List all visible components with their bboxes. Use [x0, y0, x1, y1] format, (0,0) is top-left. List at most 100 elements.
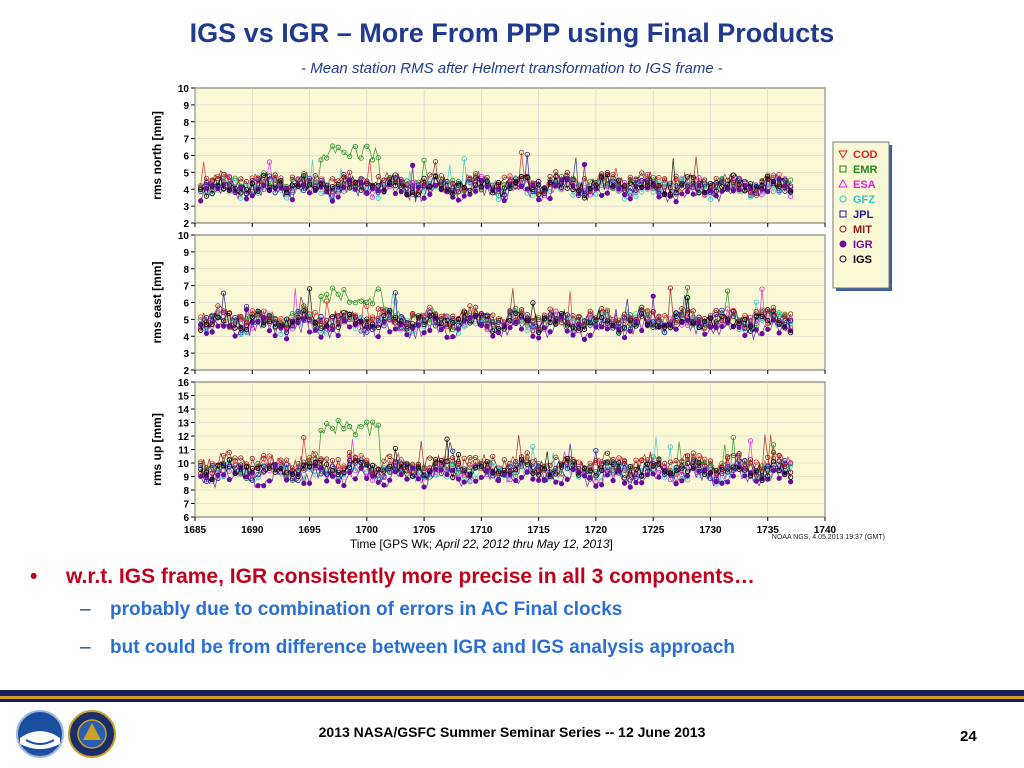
data-point-igr — [621, 334, 628, 341]
data-point-igr — [473, 478, 479, 484]
data-point-mit — [770, 305, 777, 311]
x-axis-label-dates: April 22, 2012 thru May 12, 2013 — [434, 537, 609, 551]
data-point-igs — [610, 183, 616, 189]
noaa-logo-icon — [16, 710, 64, 758]
data-point-igr — [581, 336, 588, 342]
data-point-mit — [284, 457, 290, 463]
data-point-igr — [513, 477, 519, 484]
data-point-gfz — [392, 299, 399, 305]
data-point-igr — [404, 332, 410, 338]
data-point-emr — [289, 310, 295, 317]
data-point-mit — [335, 178, 341, 184]
legend-marker-icon — [839, 165, 847, 173]
legend-label-cod: COD — [853, 149, 878, 161]
data-point-igs — [455, 452, 462, 458]
data-point-igr — [209, 329, 215, 335]
data-point-igs — [507, 318, 513, 324]
data-point-igs — [513, 467, 519, 473]
data-point-cod — [610, 317, 616, 323]
data-point-igs — [432, 313, 439, 319]
data-point-esa — [696, 174, 702, 181]
x-tick-label: 1740 — [814, 525, 837, 536]
data-point-igs — [644, 321, 651, 328]
data-point-igr — [524, 186, 530, 192]
data-point-igs — [621, 475, 628, 481]
data-point-igr — [266, 478, 273, 484]
data-point-igs — [306, 286, 313, 292]
slide-title: IGS vs IGR – More From PPP using Final P… — [189, 18, 835, 48]
data-point-igs — [392, 183, 399, 189]
data-point-igr — [656, 194, 662, 200]
data-point-igs — [461, 468, 467, 474]
data-point-igr — [438, 467, 444, 473]
data-point-igs — [742, 316, 748, 323]
data-point-igs — [203, 322, 210, 328]
data-point-igs — [684, 468, 691, 474]
data-point-igs — [364, 180, 370, 186]
chart-panel: 2 3 4 5 6 7 8 9 10 rms north [mm] — [150, 84, 826, 230]
data-point-igs — [558, 310, 565, 317]
y-tick-label: 8 — [183, 118, 189, 129]
data-point-jpl — [530, 464, 536, 470]
data-point-igs — [501, 326, 507, 332]
data-point-igs — [788, 330, 794, 336]
data-point-igr — [530, 333, 536, 339]
data-point-mit — [226, 449, 232, 456]
data-point-igr — [261, 483, 267, 489]
data-point-igr — [627, 196, 633, 202]
data-point-igs — [782, 325, 788, 331]
data-point-igs — [518, 456, 525, 462]
data-point-jpl — [398, 179, 404, 185]
data-point-igs — [364, 461, 370, 467]
y-tick-label: 13 — [178, 419, 190, 430]
data-point-mit — [564, 169, 570, 176]
legend-label-mit: MIT — [853, 224, 872, 236]
data-point-igs — [667, 324, 673, 331]
data-point-gfz — [318, 190, 324, 196]
data-point-igs — [581, 326, 588, 332]
data-point-igs — [249, 314, 255, 320]
data-point-igs — [650, 463, 656, 469]
data-point-emr — [324, 155, 330, 161]
data-point-igs — [261, 468, 267, 474]
y-tick-label: 3 — [183, 202, 189, 213]
data-point-igr — [381, 482, 387, 488]
data-point-mit — [272, 172, 278, 178]
data-point-igs — [347, 185, 353, 191]
data-point-igs — [719, 464, 725, 470]
data-point-mit — [656, 457, 662, 463]
data-point-gfz — [461, 324, 467, 330]
data-point-igr — [621, 192, 628, 198]
data-point-mit — [369, 316, 376, 322]
data-point-mit — [410, 311, 416, 317]
data-point-mit — [221, 309, 227, 315]
data-point-jpl — [736, 175, 742, 181]
data-point-igs — [455, 316, 462, 323]
data-point-esa — [410, 179, 416, 186]
data-point-igs — [656, 461, 662, 467]
data-point-igs — [329, 314, 336, 320]
data-point-esa — [215, 308, 221, 314]
data-point-mit — [524, 450, 530, 456]
data-point-igs — [702, 471, 708, 478]
data-point-igs — [278, 322, 284, 328]
data-point-mit — [558, 320, 565, 326]
data-point-igs — [461, 309, 467, 315]
y-tick-label: 7 — [183, 282, 189, 293]
data-point-igs — [364, 316, 370, 322]
data-point-igs — [650, 324, 656, 330]
data-point-igs — [261, 172, 267, 179]
data-point-mit — [427, 455, 433, 461]
data-point-mit — [501, 174, 507, 180]
data-point-gfz — [667, 181, 673, 187]
data-point-igs — [650, 182, 656, 188]
data-point-igs — [776, 467, 782, 474]
data-point-igs — [427, 468, 433, 474]
data-point-gfz — [547, 188, 553, 195]
data-point-igr — [765, 326, 771, 332]
legend-marker-icon — [839, 240, 847, 248]
data-point-igs — [747, 181, 754, 187]
data-point-igs — [593, 473, 599, 479]
data-point-igs — [753, 468, 759, 474]
chart-panel: 6 7 8 9 10 11 12 13 14 15 16 rms up [mm] — [150, 378, 826, 524]
